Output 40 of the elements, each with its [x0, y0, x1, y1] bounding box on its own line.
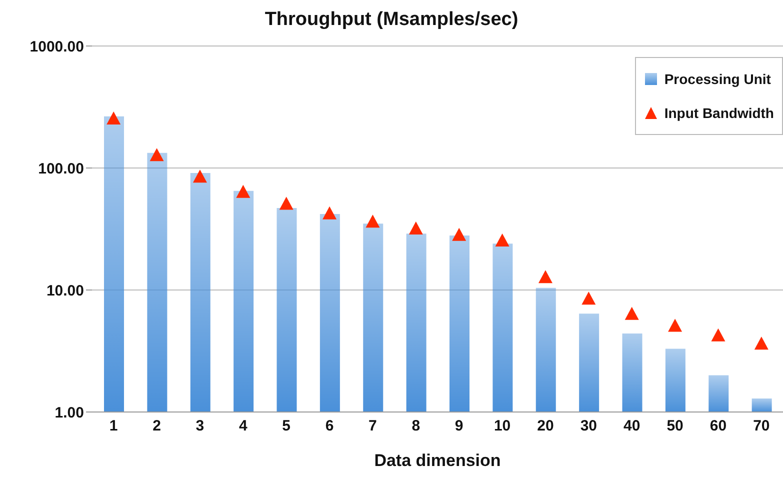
- point: [538, 270, 552, 284]
- legend-label: Input Bandwidth: [664, 105, 774, 121]
- point: [192, 170, 207, 183]
- x-tick-label: 10: [494, 418, 511, 435]
- point: [408, 222, 423, 235]
- y-tick-label: 100.00: [38, 160, 84, 178]
- point: [624, 306, 639, 320]
- y-tick-label: 1000.00: [30, 38, 84, 56]
- chart-title: Throughput (Msamples/sec): [264, 8, 520, 32]
- x-tick-label: 40: [624, 418, 640, 435]
- x-tick-label: 7: [368, 418, 377, 435]
- x-tick-label: 2: [152, 418, 161, 435]
- point: [754, 336, 768, 350]
- x-tick-label: 1: [109, 418, 118, 435]
- y-tick-label: 1.00: [54, 404, 84, 422]
- x-tick-label: 70: [753, 418, 770, 435]
- point: [150, 148, 164, 162]
- legend-label: Processing Unit: [664, 71, 771, 87]
- point: [668, 318, 682, 332]
- point: [322, 206, 337, 220]
- x-tick-label: 20: [537, 418, 554, 435]
- y-tick-label: 10.00: [46, 282, 84, 300]
- x-tick-label: 5: [282, 418, 291, 435]
- x-tick-label: 9: [454, 418, 464, 435]
- x-tick-label: 30: [580, 418, 597, 435]
- x-tick-label: 4: [238, 418, 248, 435]
- point: [366, 214, 380, 228]
- point: [106, 111, 121, 124]
- x-tick-label: 60: [710, 418, 727, 435]
- point: [279, 196, 294, 210]
- point: [711, 328, 726, 342]
- x-tick-label: 8: [412, 418, 420, 435]
- point: [236, 184, 250, 198]
- x-tick-label: 3: [196, 418, 204, 435]
- x-tick-label: 6: [325, 418, 334, 435]
- x-tick-label: 50: [666, 418, 684, 435]
- point: [495, 233, 510, 246]
- x-axis-title: Data dimension: [374, 451, 501, 470]
- point: [452, 228, 466, 241]
- point: [582, 292, 596, 305]
